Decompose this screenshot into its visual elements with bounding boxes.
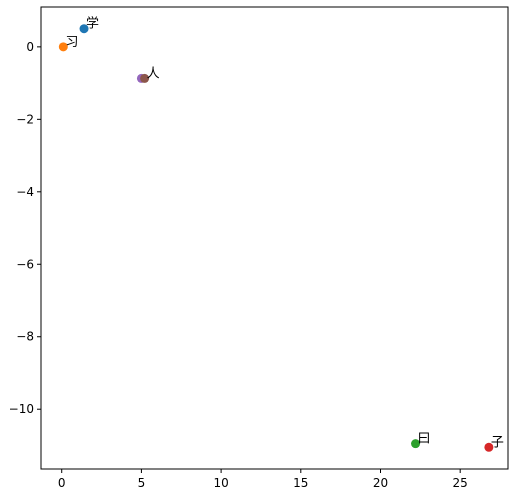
x-tick-label: 20 (373, 476, 388, 490)
x-tick-label: 25 (453, 476, 468, 490)
data-point (58, 42, 68, 52)
y-axis: 0 −2 −4 −6 −8 −10 (9, 40, 41, 416)
y-tick-label: −6 (16, 257, 34, 271)
x-tick-label: 5 (138, 476, 146, 490)
point-label: 人 (147, 66, 160, 81)
x-tick-label: 10 (213, 476, 228, 490)
y-tick-label: −8 (16, 330, 34, 344)
point-labels: 学习曰 子 人 (65, 16, 504, 451)
y-tick-label: 0 (26, 40, 34, 54)
x-axis: 0 5 10 15 20 25 (58, 469, 468, 490)
plot-area (40, 6, 509, 470)
data-point (79, 24, 89, 34)
y-tick-label: −10 (9, 402, 34, 416)
data-point (411, 439, 421, 449)
x-tick-label: 0 (58, 476, 66, 490)
x-tick-label: 15 (293, 476, 308, 490)
point-label: 学 (86, 16, 99, 32)
data-point (140, 73, 150, 83)
y-tick-label: −2 (16, 112, 34, 126)
data-point (484, 442, 494, 452)
point-label: 习 (65, 35, 78, 50)
point-label: 曰 (418, 432, 431, 447)
y-tick-label: −4 (16, 185, 34, 199)
data-points (58, 24, 494, 452)
point-label: 子 (491, 435, 504, 450)
